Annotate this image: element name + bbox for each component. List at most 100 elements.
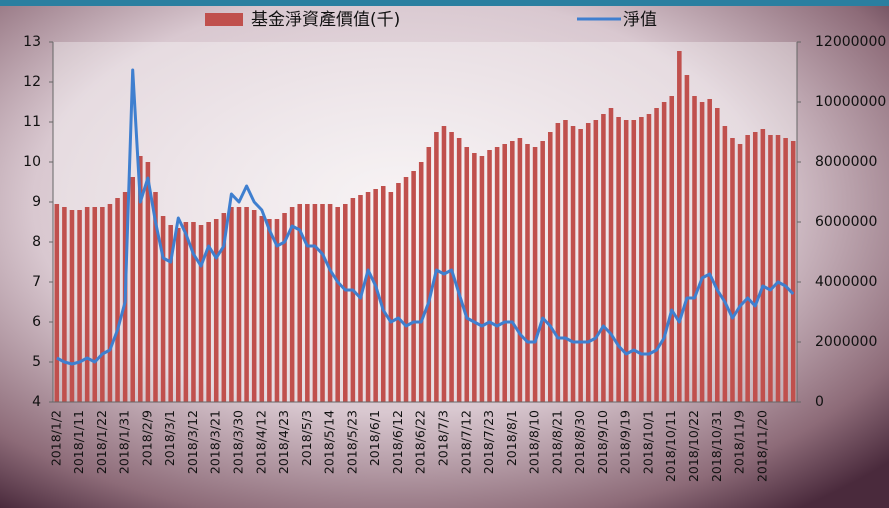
bar xyxy=(441,126,447,402)
bar xyxy=(540,141,545,402)
bar xyxy=(684,75,690,402)
bar xyxy=(396,183,401,402)
legend-label: 淨值 xyxy=(623,10,657,30)
y-tick-label: 5 xyxy=(32,354,41,370)
bar xyxy=(229,207,234,402)
bar xyxy=(570,126,576,402)
bar xyxy=(388,192,394,402)
x-tick-label: 2018/7/3 xyxy=(435,410,450,466)
bar xyxy=(525,144,530,402)
x-tick-label: 2018/11/9 xyxy=(732,410,747,474)
x-tick-label: 2018/3/12 xyxy=(185,410,200,474)
bar xyxy=(715,108,720,402)
frame-band xyxy=(0,0,889,6)
y-tick-label: 4 xyxy=(32,394,41,410)
bar xyxy=(623,120,629,402)
bar xyxy=(115,198,120,402)
bar xyxy=(403,177,409,402)
x-tick-label: 2018/3/30 xyxy=(231,410,246,474)
bar xyxy=(426,147,432,402)
bar xyxy=(487,150,492,402)
x-tick-label: 2018/5/14 xyxy=(322,410,337,474)
bar xyxy=(555,123,561,402)
bar xyxy=(206,222,211,402)
bar xyxy=(320,204,325,402)
bar xyxy=(783,138,788,402)
bar xyxy=(62,207,67,402)
x-tick-label: 2018/6/22 xyxy=(413,410,428,474)
x-tick-label: 2018/4/12 xyxy=(253,410,268,474)
bar xyxy=(654,108,659,402)
y2-tick-label: 2000000 xyxy=(815,334,877,350)
bar xyxy=(107,204,113,402)
bar xyxy=(213,219,219,402)
bar xyxy=(153,192,158,402)
x-tick-label: 2018/8/30 xyxy=(572,410,587,474)
y2-tick-label: 6000000 xyxy=(815,214,877,230)
bar xyxy=(84,207,90,402)
bar xyxy=(532,147,538,402)
legend-swatch xyxy=(205,13,243,26)
x-tick-label: 2018/9/10 xyxy=(595,410,610,474)
bar xyxy=(737,144,743,402)
x-tick-label: 2018/3/21 xyxy=(208,410,223,474)
y2-tick-label: 4000000 xyxy=(815,274,877,290)
x-tick-label: 2018/8/1 xyxy=(504,410,519,466)
y2-tick-label: 0 xyxy=(815,394,824,410)
bar xyxy=(494,147,500,402)
y-tick-label: 12 xyxy=(23,74,41,90)
y2-tick-label: 8000000 xyxy=(815,154,877,170)
bar xyxy=(616,117,621,402)
bar xyxy=(464,147,470,402)
x-tick-label: 2018/6/1 xyxy=(367,410,382,466)
x-tick-label: 2018/10/1 xyxy=(640,410,655,474)
bar xyxy=(677,51,682,402)
bar xyxy=(305,204,310,402)
bar xyxy=(175,228,181,402)
bar xyxy=(639,117,644,402)
x-tick-label: 2018/11/20 xyxy=(754,410,769,482)
x-tick-label: 2018/1/31 xyxy=(117,410,132,474)
bar xyxy=(752,132,758,402)
x-tick-label: 2018/1/22 xyxy=(94,410,109,474)
x-tick-label: 2018/1/2 xyxy=(48,410,63,466)
y-tick-label: 7 xyxy=(32,274,41,290)
bar xyxy=(745,135,750,402)
bar xyxy=(563,120,568,402)
bar xyxy=(472,153,477,402)
bar xyxy=(601,114,606,402)
x-tick-label: 2018/10/11 xyxy=(663,410,678,482)
bar xyxy=(69,210,75,402)
x-tick-label: 2018/7/23 xyxy=(481,410,496,474)
x-tick-label: 2018/6/12 xyxy=(390,410,405,474)
bar xyxy=(411,171,416,402)
bar xyxy=(130,177,135,402)
bar xyxy=(760,129,766,402)
bar xyxy=(289,207,295,402)
bar xyxy=(335,207,340,402)
bar xyxy=(183,222,189,402)
x-tick-label: 2018/1/11 xyxy=(71,410,86,474)
bar xyxy=(198,225,204,402)
x-tick-label: 2018/4/23 xyxy=(276,410,291,474)
bar xyxy=(191,222,196,402)
bar xyxy=(578,129,583,402)
x-tick-label: 2018/2/9 xyxy=(139,410,154,466)
line xyxy=(56,68,795,366)
x-tick-label: 2018/5/23 xyxy=(344,410,359,474)
bar xyxy=(267,219,272,402)
bar xyxy=(449,132,454,402)
bar xyxy=(343,204,348,402)
bar xyxy=(661,102,667,402)
bar xyxy=(585,123,591,402)
bar xyxy=(138,156,143,402)
bar xyxy=(244,207,249,402)
bar xyxy=(669,96,675,402)
bar xyxy=(312,204,318,402)
x-tick-label: 2018/8/10 xyxy=(527,410,542,474)
bar xyxy=(722,126,728,402)
bar xyxy=(259,216,265,402)
x-tick-label: 2018/9/19 xyxy=(618,410,633,474)
x-tick-label: 2018/3/1 xyxy=(162,410,177,466)
